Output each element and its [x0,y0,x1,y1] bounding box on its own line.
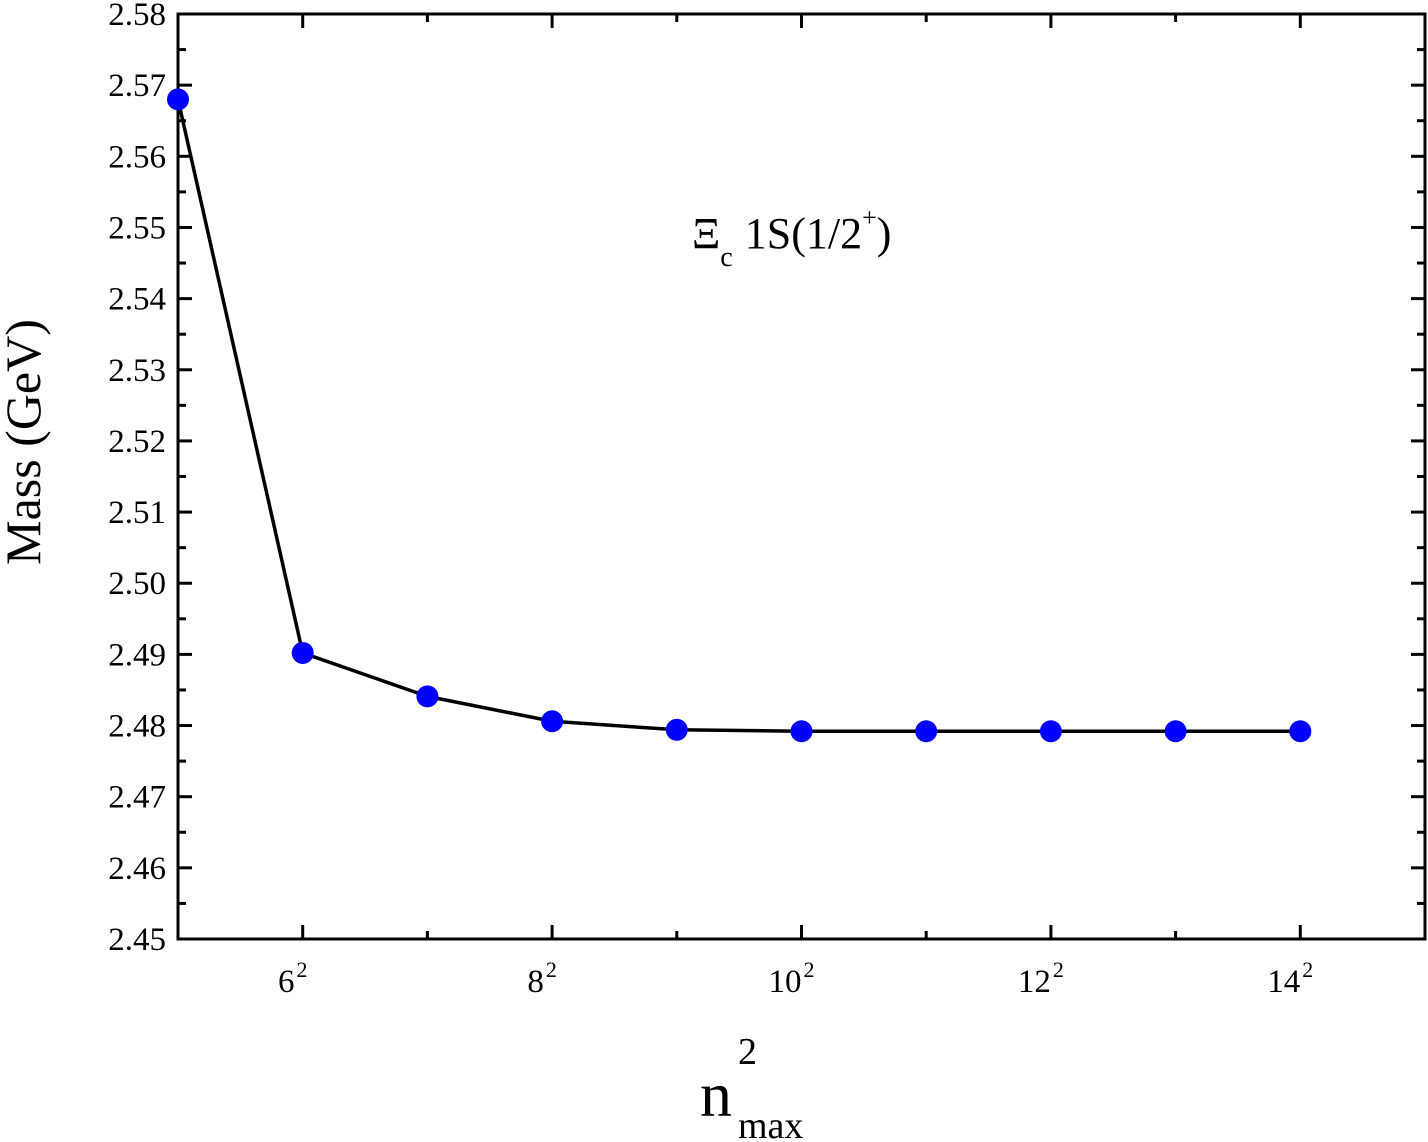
annotation-label: Ξc 1S(1/2+) [692,203,891,273]
y-tick-label: 2.57 [108,68,166,104]
x-tick-label: 82 [527,957,557,1000]
y-tick-label: 2.56 [108,139,166,175]
plot-frame [176,12,1427,941]
y-tick-label: 2.47 [108,780,166,816]
y-tick-label: 2.52 [108,424,166,460]
data-point [1289,720,1312,743]
x-tick-label: 122 [1018,957,1064,1000]
data-series [167,88,1312,743]
data-point [1039,720,1062,743]
x-tick-label: 142 [1267,957,1313,1000]
data-point [167,88,189,111]
x-tick-label: 102 [769,957,815,1000]
x-axis-title: n2 max [700,1031,803,1142]
y-tick-label: 2.50 [108,566,166,602]
data-point [1164,720,1187,743]
data-point [416,685,439,708]
y-tick-label: 2.53 [108,353,166,389]
y-axis-title: Mass (GeV) [0,319,51,565]
y-tick-label: 2.48 [108,709,166,745]
series-line [176,99,1301,733]
x-tick-label: 62 [278,957,308,1000]
data-point [790,720,813,743]
y-tick-label: 2.49 [108,637,166,673]
data-point [915,720,938,743]
y-tick-label: 2.45 [108,922,166,958]
y-tick-label: 2.58 [108,0,166,33]
data-point [665,718,688,741]
y-tick-label: 2.46 [108,851,166,887]
data-point [291,641,314,664]
data-point [541,710,564,733]
y-tick-label: 2.55 [108,210,166,246]
y-tick-label: 2.51 [108,495,166,531]
ticks: 2.45 2.46 2.47 2.48 2.49 2.50 2.51 2.52 2.53 2.54… [108,0,1425,1000]
axes [176,12,1427,941]
y-tick-label: 2.54 [108,282,166,318]
